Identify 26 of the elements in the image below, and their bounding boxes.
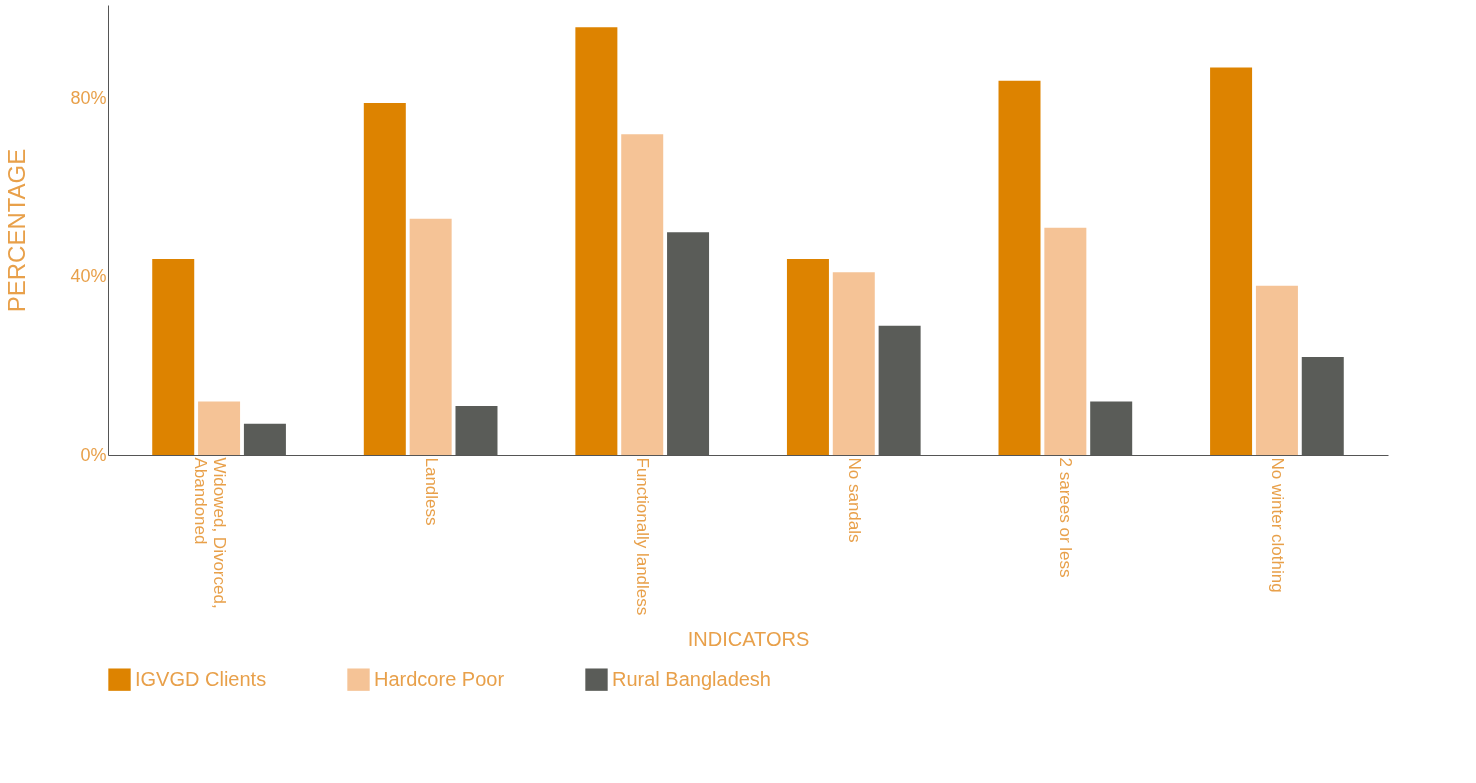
bar (998, 80, 1041, 455)
y-tick-label: 40% (70, 266, 107, 287)
legend-label: Hardcore Poor (374, 667, 505, 690)
bar (152, 258, 195, 455)
bar (832, 272, 875, 455)
legend-label: Rural Bangladesh (612, 667, 771, 690)
bar (621, 134, 664, 455)
y-tick-label: 80% (70, 88, 107, 109)
bar (786, 258, 829, 455)
bar (1210, 67, 1253, 455)
x-tick-label: No sandals (844, 457, 864, 543)
x-tick-label: No winter clothing (1267, 457, 1287, 593)
y-tick-label: 0% (80, 444, 107, 465)
x-tick-label: Widowed, Divorced, Abandoned (191, 457, 230, 609)
bar (409, 218, 452, 455)
bar (198, 401, 241, 455)
y-axis-title: PERCENTAGE (3, 148, 31, 313)
x-axis-title: INDICATORS (687, 628, 810, 651)
legend-label: IGVGD Clients (135, 667, 267, 690)
bar (363, 103, 406, 455)
x-tick-label: Landless (421, 457, 441, 526)
bar (1044, 227, 1087, 455)
bar (575, 27, 618, 455)
x-tick-label: Functionally landless (633, 457, 653, 616)
x-tick-label: 2 sarees or less (1056, 457, 1076, 578)
bar (1255, 285, 1298, 455)
